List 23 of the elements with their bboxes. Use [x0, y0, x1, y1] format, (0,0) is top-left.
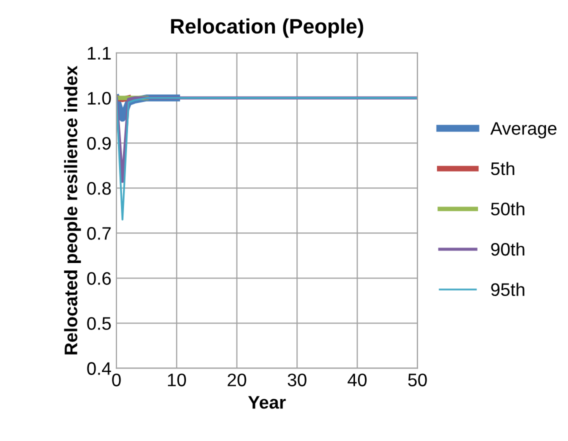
x-tick-label: 20: [228, 374, 246, 386]
legend-label: Average: [490, 122, 556, 138]
legend-label: 5th: [491, 162, 514, 176]
x-tick-label: 10: [168, 374, 186, 386]
legend-label: 95th: [491, 282, 524, 296]
y-tick-label: 0.6: [87, 272, 111, 285]
y-tick-label: 0.8: [87, 182, 111, 195]
chart-title: Relocation (People): [171, 18, 364, 38]
x-tick-label: 30: [288, 374, 306, 386]
x-tick-label: 40: [348, 374, 367, 386]
y-tick-label: 1.0: [88, 92, 111, 105]
x-axis-title: Year: [248, 396, 286, 409]
y-tick-label: 0.7: [87, 227, 111, 240]
legend-label: 90th: [491, 242, 524, 256]
y-tick-label: 0.4: [87, 362, 112, 375]
y-axis-title: Relocated people resilience index: [64, 66, 81, 354]
y-tick-label: 1.1: [88, 47, 111, 60]
line-series: [116, 97, 418, 220]
y-tick-label: 0.9: [87, 136, 111, 150]
x-tick-label: 0: [112, 374, 121, 386]
legend-label: 50th: [491, 202, 524, 216]
x-tick-label: 50: [408, 374, 427, 386]
y-tick-label: 0.5: [87, 317, 111, 330]
